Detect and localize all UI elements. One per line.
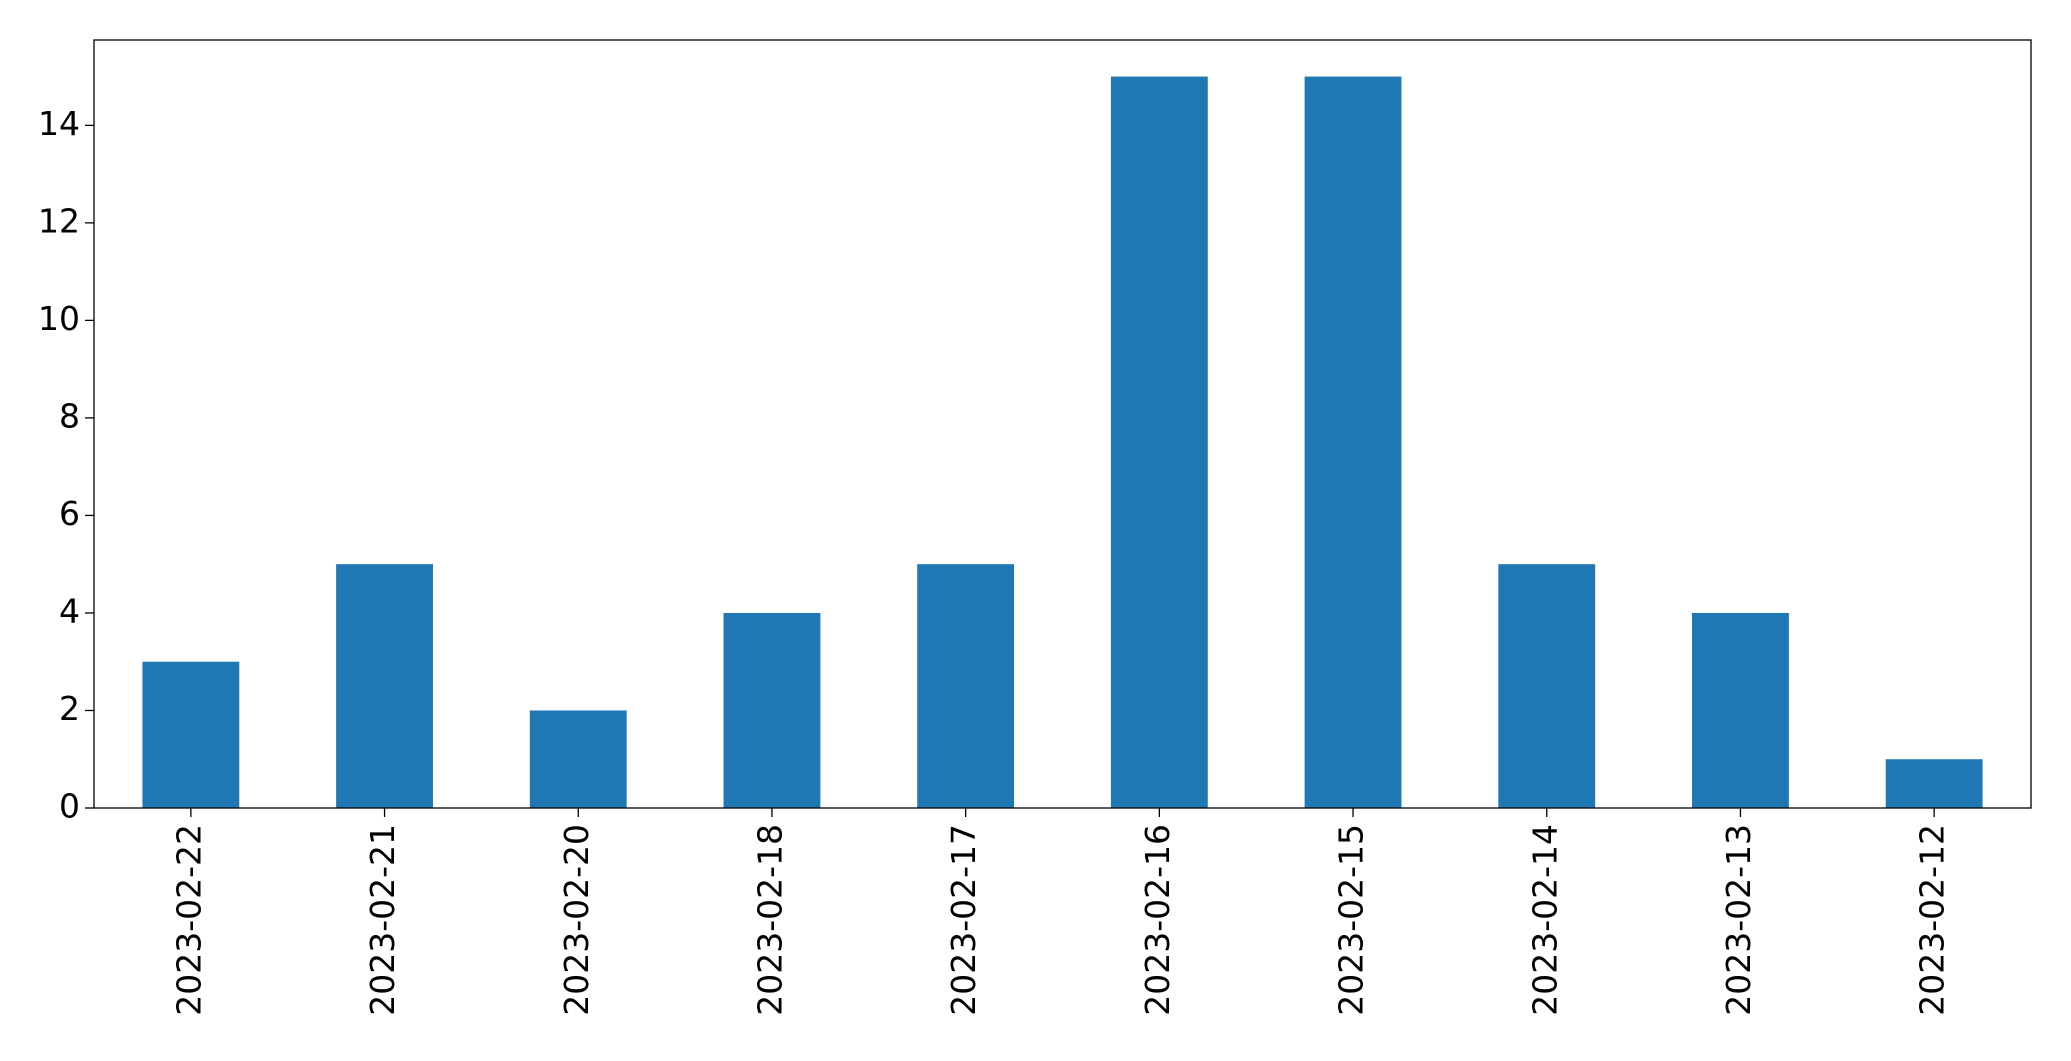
y-tick-label: 8 bbox=[59, 396, 80, 435]
bar bbox=[1885, 759, 1983, 808]
x-tick-label: 2023-02-21 bbox=[363, 824, 402, 1016]
x-tick-label: 2023-02-14 bbox=[1525, 824, 1564, 1016]
x-tick-label: 2023-02-22 bbox=[169, 824, 208, 1016]
y-tick-label: 6 bbox=[59, 494, 80, 533]
x-tick-label: 2023-02-16 bbox=[1138, 824, 1177, 1016]
x-tick-label: 2023-02-13 bbox=[1719, 824, 1758, 1016]
y-tick-label: 10 bbox=[38, 299, 80, 338]
x-tick-label: 2023-02-17 bbox=[944, 824, 983, 1016]
bar bbox=[529, 710, 627, 808]
bar bbox=[142, 661, 240, 808]
x-tick-label: 2023-02-18 bbox=[750, 824, 789, 1016]
bar bbox=[1110, 76, 1208, 809]
bar bbox=[1692, 612, 1789, 808]
x-tick-label: 2023-02-12 bbox=[1913, 824, 1952, 1016]
y-tick-label: 12 bbox=[38, 201, 80, 240]
y-tick-label: 14 bbox=[38, 104, 80, 143]
bar bbox=[723, 612, 821, 808]
y-tick-label: 4 bbox=[59, 591, 80, 630]
y-tick-label: 2 bbox=[59, 689, 80, 728]
x-tick-label: 2023-02-15 bbox=[1332, 824, 1371, 1016]
plot-frame bbox=[93, 39, 2032, 809]
bar bbox=[1304, 76, 1402, 809]
bar bbox=[336, 564, 433, 808]
x-tick-label: 2023-02-20 bbox=[557, 824, 596, 1016]
bar bbox=[917, 564, 1015, 808]
bar bbox=[1498, 564, 1596, 808]
y-tick-label: 0 bbox=[59, 787, 80, 826]
